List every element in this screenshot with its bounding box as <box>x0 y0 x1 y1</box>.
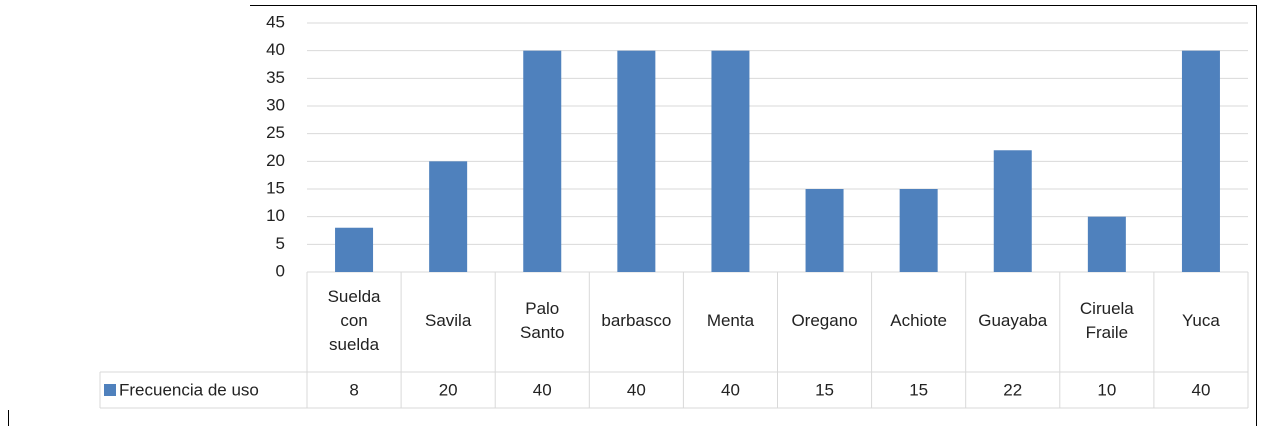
x-tick-label-line: Guayaba <box>978 311 1048 330</box>
y-tick-label: 30 <box>266 95 285 114</box>
bar <box>335 227 374 272</box>
bar <box>805 189 844 272</box>
table-value: 22 <box>1003 380 1022 399</box>
y-tick-label: 20 <box>266 151 285 170</box>
y-tick-label: 40 <box>266 40 285 59</box>
bar <box>711 50 750 272</box>
bar <box>993 150 1032 272</box>
y-tick-label: 15 <box>266 178 285 197</box>
legend-swatch <box>104 384 116 396</box>
x-tick-label: Suelda con suelda <box>328 287 381 354</box>
x-tick-label: Oregano <box>791 311 857 330</box>
x-tick-label-line: con <box>340 311 367 330</box>
y-tick-label: 0 <box>276 261 285 280</box>
x-tick-label-line: Ciruela <box>1080 299 1134 318</box>
bar <box>617 50 656 272</box>
table-value: 40 <box>1191 380 1210 399</box>
x-tick-label: Menta <box>707 311 755 330</box>
table-value: 8 <box>349 380 358 399</box>
table-value: 40 <box>721 380 740 399</box>
x-tick-label: Palo Santo <box>520 299 564 342</box>
x-tick-label: Savila <box>425 311 472 330</box>
bar <box>899 189 938 272</box>
x-tick-label-line: Oregano <box>791 311 857 330</box>
x-tick-label-line: Savila <box>425 311 472 330</box>
x-tick-label: Yuca <box>1182 311 1220 330</box>
y-tick-label: 25 <box>266 123 285 142</box>
table-value: 15 <box>815 380 834 399</box>
table-value: 40 <box>533 380 552 399</box>
table-value: 10 <box>1097 380 1116 399</box>
x-tick-label-line: Santo <box>520 323 564 342</box>
legend-label: Frecuencia de uso <box>119 380 259 399</box>
y-tick-label: 5 <box>276 234 285 253</box>
bar <box>1087 216 1126 272</box>
chart-border <box>8 5 1257 426</box>
x-tick-label-line: Achiote <box>890 311 947 330</box>
bar <box>1181 50 1220 272</box>
x-tick-label-line: suelda <box>329 335 380 354</box>
x-tick-label: Guayaba <box>978 311 1048 330</box>
x-tick-label-line: Yuca <box>1182 311 1220 330</box>
bar <box>429 161 468 272</box>
x-tick-label: Ciruela Fraile <box>1080 299 1134 342</box>
x-tick-label-line: barbasco <box>601 311 671 330</box>
x-tick-label: barbasco <box>601 311 671 330</box>
table-value: 40 <box>627 380 646 399</box>
y-tick-label: 35 <box>266 68 285 87</box>
y-tick-label: 45 <box>266 12 285 31</box>
x-tick-label-line: Menta <box>707 311 755 330</box>
y-tick-label: 10 <box>266 206 285 225</box>
x-tick-label: Achiote <box>890 311 947 330</box>
table-value: 20 <box>439 380 458 399</box>
x-tick-label-line: Palo <box>525 299 559 318</box>
x-tick-label-line: Fraile <box>1086 323 1129 342</box>
bar <box>523 50 562 272</box>
table-value: 15 <box>909 380 928 399</box>
x-tick-label-line: Suelda <box>328 287 381 306</box>
